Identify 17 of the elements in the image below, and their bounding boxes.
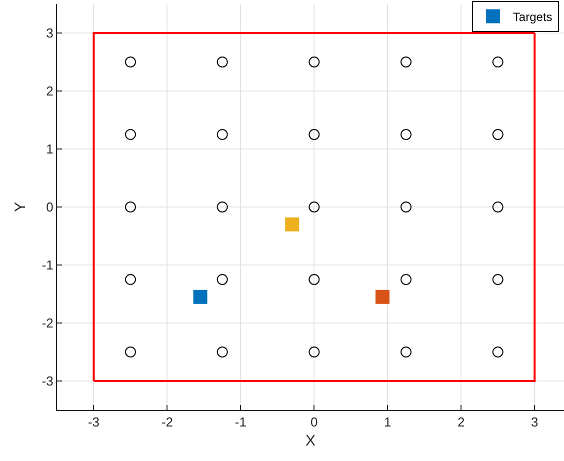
y-tick-label: 1 xyxy=(46,142,54,157)
y-tick-label: 3 xyxy=(46,26,54,41)
legend-label: Targets xyxy=(512,10,552,24)
x-tick-label: 2 xyxy=(458,414,465,430)
y-tick-label: -1 xyxy=(42,258,54,273)
x-tick-label: -1 xyxy=(234,414,246,430)
x-tick-label: 1 xyxy=(384,414,392,430)
y-tick-label: 2 xyxy=(46,84,54,99)
y-tick-label: 0 xyxy=(46,200,54,215)
y-tick-label: -2 xyxy=(42,316,54,331)
y-axis-title: Y xyxy=(12,202,30,212)
y-tick-label: -3 xyxy=(42,374,54,389)
x-tick-label: 3 xyxy=(530,414,538,430)
x-tick-label: 0 xyxy=(310,414,318,430)
x-tick-label: -2 xyxy=(161,414,173,430)
x-axis-title: X xyxy=(305,432,316,450)
x-tick-label: -3 xyxy=(88,414,100,430)
